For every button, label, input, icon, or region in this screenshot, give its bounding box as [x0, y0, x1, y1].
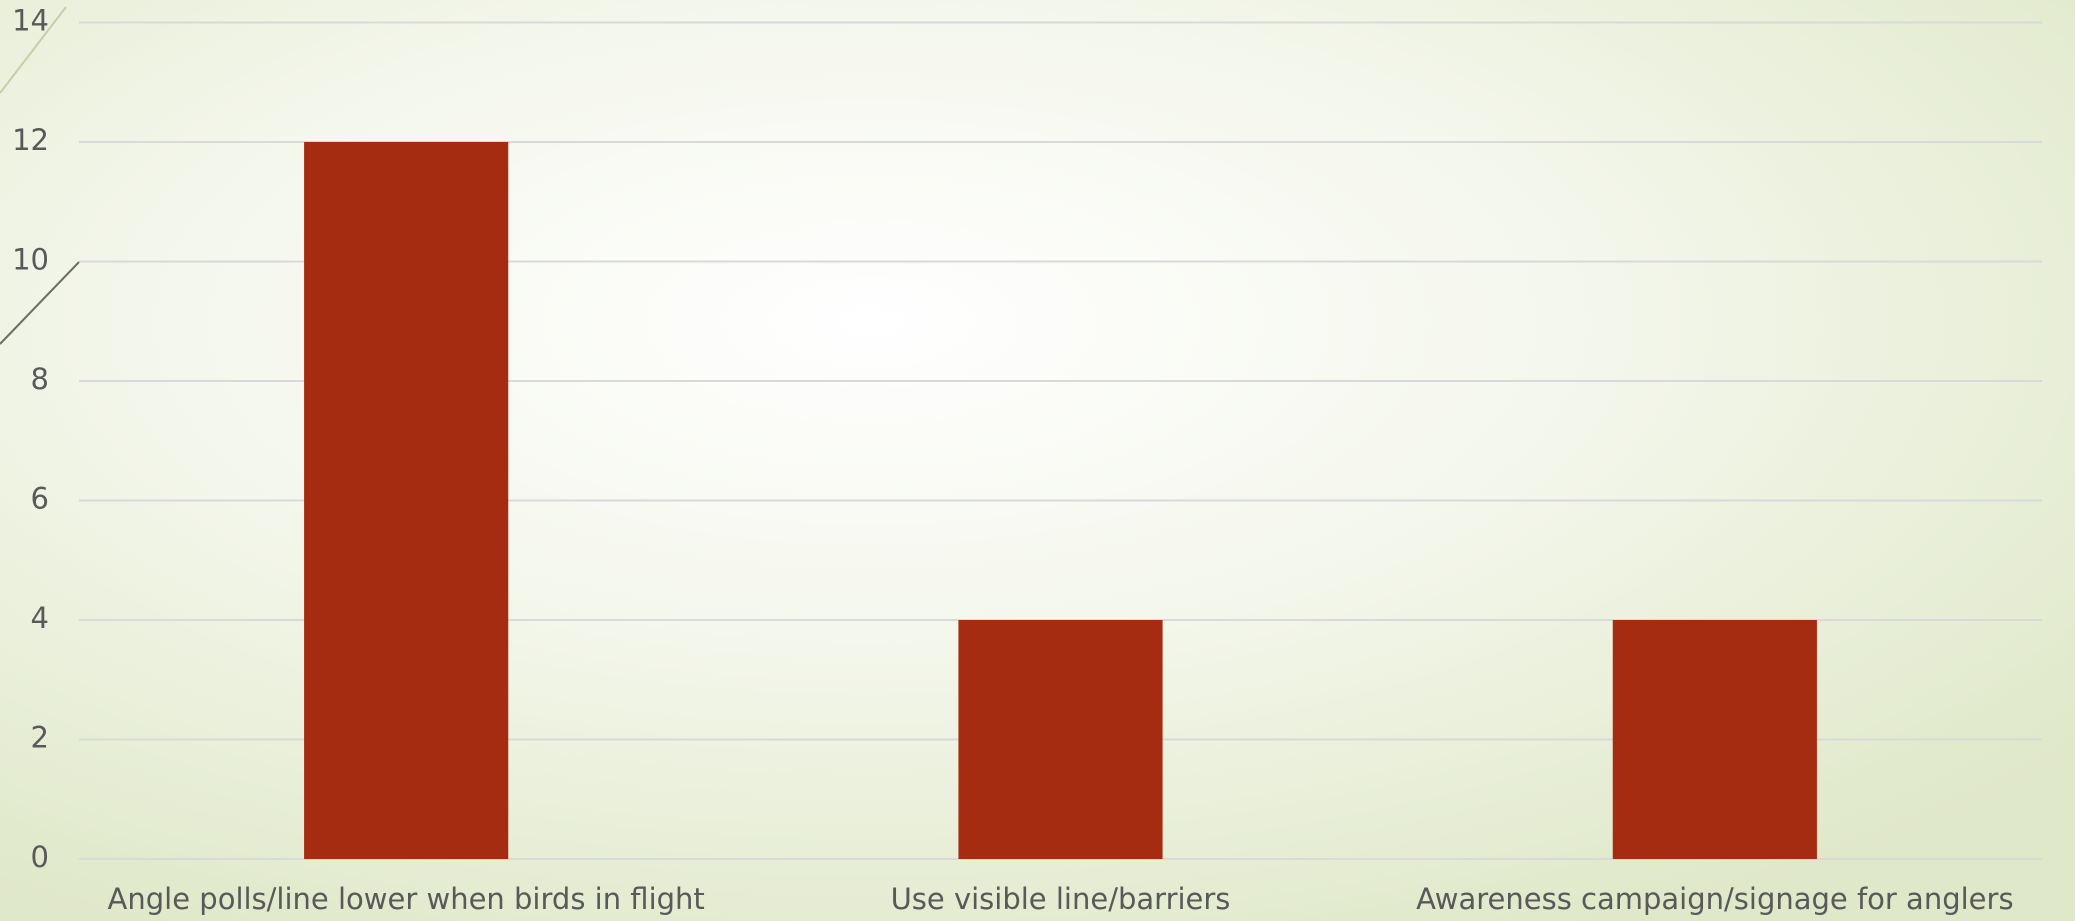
x-tick-label: Angle polls/line lower when birds in fli… — [108, 882, 705, 916]
bar — [1612, 620, 1817, 859]
y-tick-label: 2 — [31, 721, 49, 755]
y-tick-label: 12 — [12, 123, 49, 157]
y-tick-label: 8 — [31, 362, 49, 396]
bar — [958, 620, 1163, 859]
y-tick-label: 10 — [12, 243, 49, 277]
decoration — [0, 261, 80, 345]
bar — [304, 142, 509, 859]
x-tick-label: Awareness campaign/signage for anglers — [1416, 882, 2013, 916]
y-tick-label: 14 — [12, 4, 49, 38]
x-tick-label: Use visible line/barriers — [891, 882, 1231, 916]
y-tick-label: 0 — [31, 840, 49, 874]
y-tick-label: 6 — [31, 482, 49, 516]
y-tick-label: 4 — [31, 601, 49, 635]
decoration — [0, 6, 67, 94]
